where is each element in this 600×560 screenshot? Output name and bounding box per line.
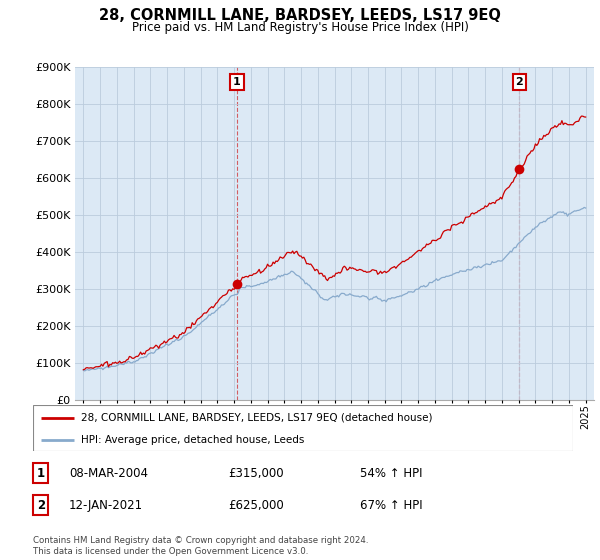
FancyBboxPatch shape (33, 405, 573, 451)
Text: 2: 2 (515, 77, 523, 87)
Text: 08-MAR-2004: 08-MAR-2004 (69, 466, 148, 480)
Text: 28, CORNMILL LANE, BARDSEY, LEEDS, LS17 9EQ: 28, CORNMILL LANE, BARDSEY, LEEDS, LS17 … (99, 8, 501, 24)
Text: 2: 2 (37, 498, 45, 512)
Text: 1: 1 (37, 466, 45, 480)
Text: 67% ↑ HPI: 67% ↑ HPI (360, 498, 422, 512)
Text: £315,000: £315,000 (228, 466, 284, 480)
Text: Contains HM Land Registry data © Crown copyright and database right 2024.
This d: Contains HM Land Registry data © Crown c… (33, 536, 368, 556)
Text: 28, CORNMILL LANE, BARDSEY, LEEDS, LS17 9EQ (detached house): 28, CORNMILL LANE, BARDSEY, LEEDS, LS17 … (80, 413, 432, 423)
Text: HPI: Average price, detached house, Leeds: HPI: Average price, detached house, Leed… (80, 435, 304, 445)
Text: £625,000: £625,000 (228, 498, 284, 512)
Text: Price paid vs. HM Land Registry's House Price Index (HPI): Price paid vs. HM Land Registry's House … (131, 21, 469, 34)
Text: 12-JAN-2021: 12-JAN-2021 (69, 498, 143, 512)
Text: 1: 1 (233, 77, 241, 87)
Text: 54% ↑ HPI: 54% ↑ HPI (360, 466, 422, 480)
